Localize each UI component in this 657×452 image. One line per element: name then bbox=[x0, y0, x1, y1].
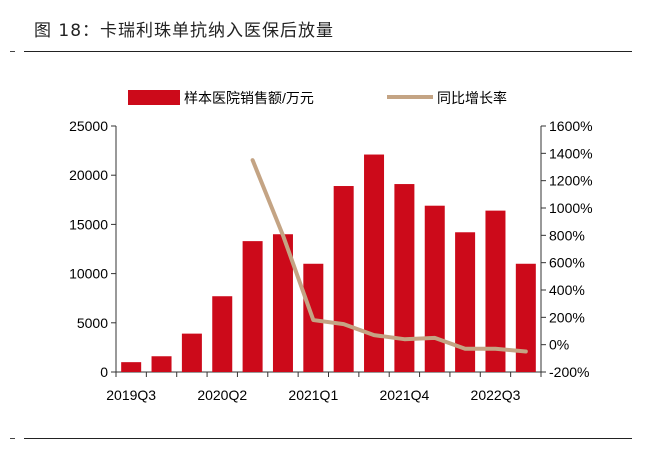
right-tick-label: 600% bbox=[549, 255, 585, 271]
right-tick-label: -200% bbox=[549, 364, 589, 380]
bar-2019Q3 bbox=[121, 362, 142, 372]
x-tick-label: 2021Q4 bbox=[379, 387, 429, 403]
bar-2022Q2 bbox=[455, 232, 476, 372]
bar-2021Q4 bbox=[394, 184, 415, 372]
bottom-rule bbox=[24, 438, 632, 439]
x-tick-label: 2020Q2 bbox=[197, 387, 247, 403]
left-tick-label: 5000 bbox=[77, 315, 108, 331]
legend-label-sales: 样本医院销售额/万元 bbox=[184, 90, 314, 106]
right-tick-label: 1000% bbox=[549, 200, 593, 216]
left-tick-label: 20000 bbox=[69, 167, 108, 183]
axes: 0 5000 10000 15000 20000 25000 -200% 0% 200% 400%… bbox=[69, 118, 593, 403]
bar-2020Q3 bbox=[242, 241, 263, 372]
left-tick-label: 0 bbox=[100, 364, 108, 380]
bar-2021Q2 bbox=[333, 186, 354, 372]
right-tick-label: 1600% bbox=[549, 118, 593, 134]
bar-2021Q3 bbox=[364, 154, 385, 372]
legend-label-growth: 同比增长率 bbox=[437, 90, 507, 106]
top-margin-tick bbox=[10, 51, 15, 52]
right-tick-label: 1400% bbox=[549, 145, 593, 161]
x-tick-label: 2021Q1 bbox=[288, 387, 338, 403]
growth-line-path bbox=[250, 158, 528, 354]
bar-2019Q4 bbox=[151, 356, 172, 372]
bar-2020Q1 bbox=[181, 333, 202, 372]
bottom-margin-tick bbox=[10, 438, 15, 439]
bar-2020Q2 bbox=[212, 296, 233, 372]
left-tick-label: 10000 bbox=[69, 266, 108, 282]
left-tick-label: 25000 bbox=[69, 118, 108, 134]
bars bbox=[121, 154, 536, 372]
top-rule bbox=[24, 51, 632, 52]
growth-line bbox=[250, 158, 528, 354]
bar-2022Q1 bbox=[424, 205, 445, 372]
legend-swatch-sales bbox=[128, 90, 180, 105]
right-tick-label: 200% bbox=[549, 309, 585, 325]
legend: 样本医院销售额/万元 同比增长率 bbox=[128, 90, 507, 106]
bar-2022Q3 bbox=[485, 210, 506, 372]
right-tick-label: 400% bbox=[549, 282, 585, 298]
bar-2020Q4 bbox=[272, 234, 293, 372]
x-tick-label: 2019Q3 bbox=[106, 387, 156, 403]
left-tick-label: 15000 bbox=[69, 216, 108, 232]
bar-2022Q4 bbox=[515, 263, 536, 372]
chart-title: 图 18：卡瑞利珠单抗纳入医保后放量 bbox=[34, 21, 335, 41]
x-tick-label: 2022Q3 bbox=[471, 387, 521, 403]
right-tick-label: 0% bbox=[549, 337, 569, 353]
right-tick-label: 800% bbox=[549, 227, 585, 243]
right-tick-label: 1200% bbox=[549, 173, 593, 189]
